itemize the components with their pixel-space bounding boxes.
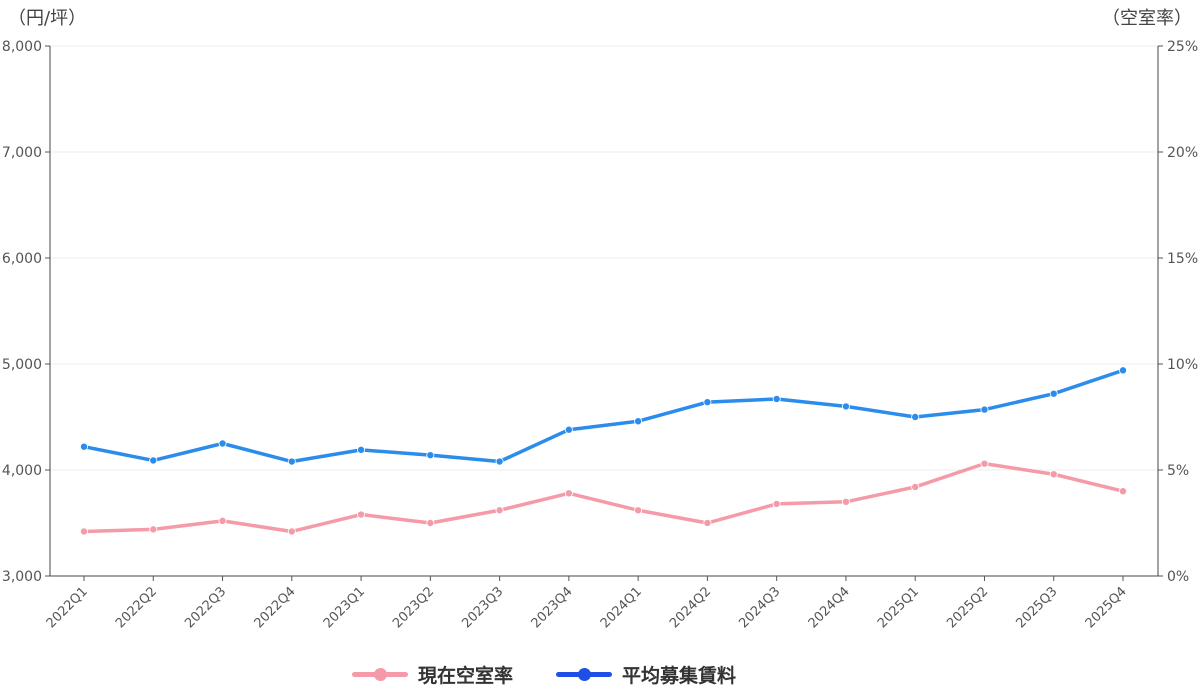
x-tick-label: 2022Q3 [182,584,229,631]
data-point-vacancy-rate [80,527,89,536]
data-point-average-rent [80,442,89,451]
legend: 現在空室率 平均募集賃料 [0,660,1200,688]
legend-label-average-rent: 平均募集賃料 [622,664,737,687]
left-axis-unit-label: （円/坪） [8,8,87,29]
data-point-vacancy-rate [703,519,712,528]
data-point-average-rent [218,439,227,448]
data-point-average-rent [149,456,158,465]
x-tick-label: 2022Q2 [113,584,160,631]
legend-item-average-rent[interactable]: 平均募集賃料 [556,660,736,688]
data-point-average-rent [287,457,296,466]
left-tick-label: 4,000 [2,463,42,479]
right-tick-label: 5% [1167,463,1189,479]
data-point-vacancy-rate [772,499,781,508]
x-tick-label: 2025Q3 [1013,584,1060,631]
left-tick-label: 7,000 [2,145,42,161]
series-line-average-rent [82,368,1125,464]
data-point-average-rent [703,398,712,407]
x-tick-label: 2024Q4 [806,584,853,631]
x-tick-label: 2024Q2 [667,584,714,631]
data-point-vacancy-rate [634,506,643,515]
legend-item-vacancy-rate[interactable]: 現在空室率 [352,660,513,688]
legend-label-vacancy-rate: 現在空室率 [418,664,514,687]
data-point-average-rent [841,402,850,411]
x-tick-label: 2025Q2 [944,584,991,631]
x-tick-label: 2023Q1 [321,584,368,631]
data-point-average-rent [495,457,504,466]
left-tick-label: 8,000 [2,39,42,55]
data-point-vacancy-rate [911,482,920,491]
data-point-vacancy-rate [1049,470,1058,479]
data-point-average-rent [357,445,366,454]
legend-swatch-vacancy-rate [352,660,408,688]
x-tick-label: 2022Q1 [44,584,91,631]
left-tick-label: 5,000 [2,357,42,373]
data-point-vacancy-rate [841,497,850,506]
right-tick-label: 25% [1167,39,1198,55]
right-axis-unit-label: （空室率） [1102,8,1192,29]
data-point-vacancy-rate [495,506,504,515]
x-tick-label: 2023Q2 [390,584,437,631]
right-tick-label: 15% [1167,251,1198,267]
x-tick-label: 2023Q4 [529,584,576,631]
x-tick-label: 2024Q3 [736,584,783,631]
right-tick-label: 20% [1167,145,1198,161]
x-tick-label: 2024Q1 [598,584,645,631]
data-point-vacancy-rate [980,459,989,468]
right-tick-label: 10% [1167,357,1198,373]
data-point-average-rent [911,412,920,421]
data-point-average-rent [634,417,643,426]
line-chart: 3,000 0% 4,000 5% 5,000 10% 6,000 15% 7,000 20% 8,… [2,39,1198,631]
data-point-average-rent [980,405,989,414]
data-point-average-rent [772,394,781,403]
x-tick-label: 2022Q4 [252,584,299,631]
data-point-vacancy-rate [287,527,296,536]
x-tick-label: 2025Q4 [1083,584,1130,631]
data-point-average-rent [426,451,435,460]
data-point-vacancy-rate [218,516,227,525]
data-point-vacancy-rate [1119,487,1128,496]
left-tick-label: 3,000 [2,569,42,585]
data-point-average-rent [1119,366,1128,375]
data-point-vacancy-rate [426,519,435,528]
x-tick-label: 2023Q3 [459,584,506,631]
data-point-average-rent [564,425,573,434]
x-tick-label: 2025Q1 [875,584,922,631]
legend-swatch-average-rent [556,660,612,688]
data-point-vacancy-rate [564,489,573,498]
right-tick-label: 0% [1167,569,1189,585]
data-point-vacancy-rate [357,510,366,519]
series-line-vacancy-rate [82,461,1125,534]
left-tick-label: 6,000 [2,251,42,267]
data-point-average-rent [1049,389,1058,398]
data-point-vacancy-rate [149,525,158,534]
